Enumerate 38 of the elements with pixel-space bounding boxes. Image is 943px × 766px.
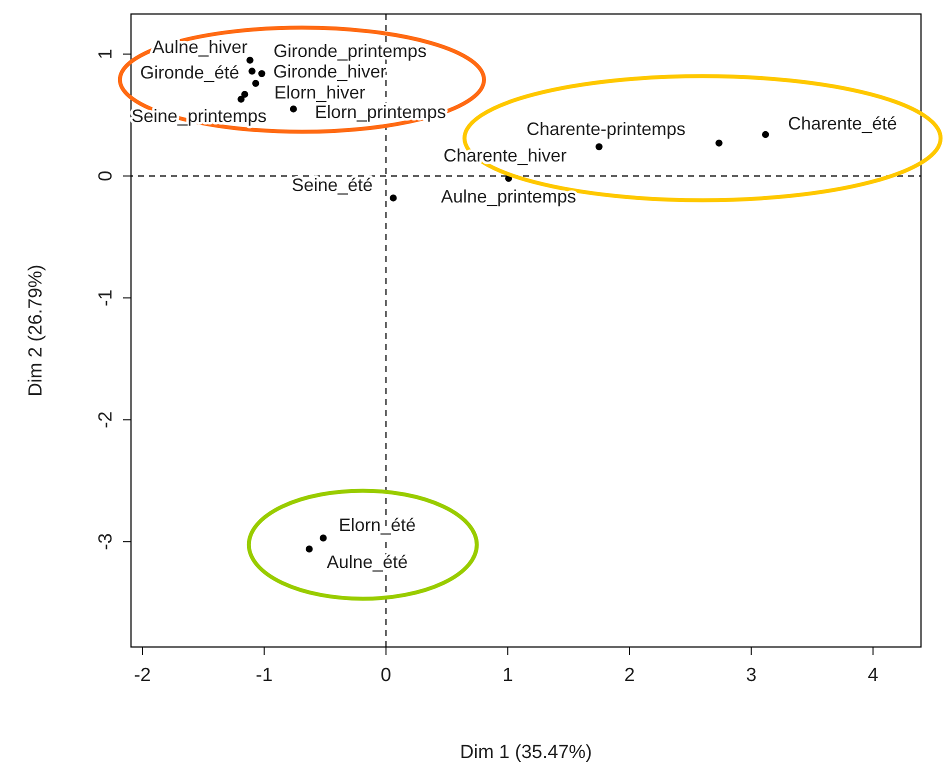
annotation: Elorn_été (338, 515, 416, 536)
annotation: Charente_été (788, 114, 898, 134)
annotation: Elorn_printemps (314, 102, 446, 122)
annotation: Gironde_été (140, 62, 240, 82)
x-axis-title: Dim 1 (35.47%) (460, 742, 592, 763)
point (290, 105, 297, 112)
y-tick-label: -3 (96, 533, 116, 550)
x-tick-label: -1 (256, 665, 273, 686)
x-tick-label: 3 (746, 665, 757, 686)
x-tick-label: -2 (134, 665, 151, 686)
y-tick-label: 0 (96, 170, 116, 182)
annotation: Gironde_hiver (273, 62, 386, 82)
annotation: Charente-printemps (526, 119, 686, 140)
point (320, 534, 327, 542)
annotation: Aulne_été (326, 552, 408, 572)
point (238, 96, 245, 103)
x-tick-label: 4 (868, 665, 879, 686)
x-tick-label: 2 (624, 665, 635, 686)
y-axis-title: Dim 2 (26.79%) (26, 264, 46, 396)
point (390, 194, 397, 202)
point (715, 140, 722, 147)
y-tick-label: -2 (96, 411, 116, 428)
point (248, 68, 256, 75)
point (306, 545, 313, 552)
point (258, 70, 266, 78)
point (596, 143, 603, 150)
annotation: Seine_été (292, 174, 373, 195)
point (762, 131, 770, 138)
annotation: Gironde_printemps (273, 41, 427, 62)
y-tick-label: 1 (96, 48, 116, 60)
x-tick-label: 1 (502, 665, 514, 686)
annotation: Elorn_hiver (274, 82, 366, 102)
point (252, 80, 260, 87)
y-tick-label: -1 (96, 289, 116, 306)
point (241, 90, 248, 98)
point (246, 56, 254, 64)
x-tick-label: 0 (380, 665, 392, 686)
annotation: Aulne_printemps (441, 186, 576, 206)
